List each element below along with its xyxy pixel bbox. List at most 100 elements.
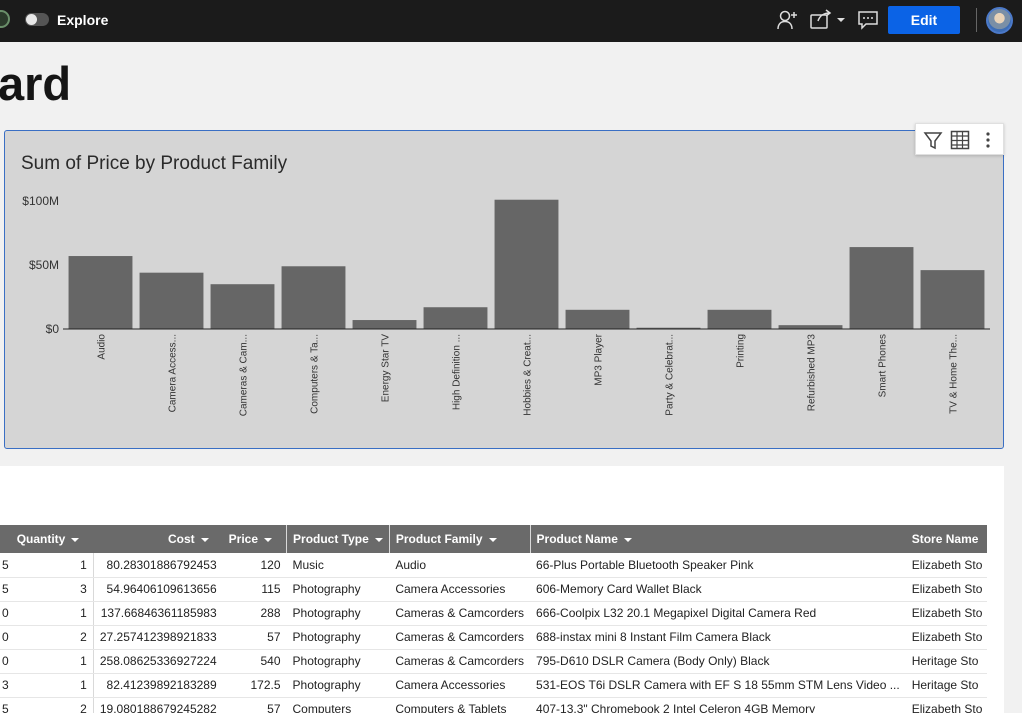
x-tick-label: Camera Access... — [168, 334, 179, 412]
table-cell: 540 — [222, 649, 287, 674]
table-cell: 3 — [0, 673, 11, 698]
column-header-price[interactable]: Price — [222, 525, 287, 553]
table-row[interactable]: 0 1 258.08625336927224 540 Photography Camera… — [0, 649, 987, 674]
more-options-icon[interactable] — [982, 130, 994, 150]
top-bar: Explore Edit — [0, 0, 1022, 42]
sort-caret-icon[interactable] — [623, 537, 632, 542]
table-cell: 688-instax mini 8 Instant Film Camera Bl… — [530, 625, 906, 650]
table-cell: Cameras & Camcorders — [389, 601, 531, 626]
table-cell: 2 — [10, 625, 94, 650]
column-header-store-name[interactable]: Store Name — [905, 525, 987, 553]
x-tick-label: Hobbies & Creat... — [523, 334, 534, 416]
table-view-icon[interactable] — [950, 130, 970, 150]
bar-chart: $0 $50M $100M Audio Camera Access... Cameras … — [22, 194, 990, 416]
table-cell: Photography — [286, 673, 390, 698]
table-row[interactable]: 5 1 80.28301886792453 120 Music Audio 66-Plus … — [0, 553, 987, 578]
bar-4[interactable] — [352, 320, 417, 329]
x-tick-label: TV & Home The... — [949, 334, 960, 414]
column-header-product-type[interactable]: Product Type — [286, 525, 390, 553]
table-cell: 1 — [10, 673, 94, 698]
y-tick-label: $100M — [22, 194, 59, 208]
table-cell: 172.5 — [222, 673, 287, 698]
sort-caret-icon[interactable] — [200, 537, 209, 542]
table-body: 5 1 80.28301886792453 120 Music Audio 66-Plus … — [0, 553, 987, 713]
x-tick-label: Computers & Ta... — [310, 334, 321, 414]
sort-caret-icon[interactable] — [374, 537, 383, 542]
bar-12[interactable] — [920, 270, 985, 329]
table-cell: Computers — [286, 697, 390, 713]
edit-button[interactable]: Edit — [888, 6, 960, 34]
chart-panel[interactable]: Sum of Price by Product Family $0 $50M $10… — [4, 130, 1004, 449]
table-cell: Computers & Tablets — [389, 697, 531, 713]
data-table-container[interactable]: Quantity Cost Price Product Type Product Fam… — [0, 525, 987, 713]
column-header-quantity[interactable]: Quantity — [10, 525, 94, 553]
table-cell: Camera Accessories — [389, 673, 531, 698]
table-row[interactable]: 3 1 82.41239892183289 172.5 Photography Camer… — [0, 673, 987, 698]
table-cell: 1 — [10, 553, 94, 578]
column-header-index[interactable] — [0, 525, 11, 553]
sort-caret-icon[interactable] — [264, 537, 273, 542]
x-tick-label: Cameras & Cam... — [239, 334, 250, 416]
bar-5[interactable] — [423, 307, 488, 329]
x-tick-label: Refurbished MP3 — [807, 334, 818, 412]
table-cell: 258.08625336927224 — [92, 649, 223, 674]
table-cell: 19.080188679245282 — [92, 697, 223, 713]
sort-caret-icon[interactable] — [71, 537, 80, 542]
x-tick-label: Smart Phones — [878, 334, 889, 397]
table-cell: 54.96406109613656 — [92, 577, 223, 602]
column-header-label: Product Type — [293, 532, 369, 546]
table-row[interactable]: 0 1 137.66846361185983 288 Photography Camera… — [0, 601, 987, 626]
bar-10[interactable] — [778, 325, 843, 329]
table-cell: Photography — [286, 625, 390, 650]
table-cell: 0 — [0, 649, 11, 674]
bar-1[interactable] — [139, 272, 204, 329]
table-cell: 57 — [222, 625, 287, 650]
column-header-cost[interactable]: Cost — [93, 525, 223, 553]
bar-3[interactable] — [281, 266, 346, 329]
table-cell: Elizabeth Sto — [905, 625, 987, 650]
bar-2[interactable] — [210, 284, 275, 329]
table-cell: 115 — [222, 577, 287, 602]
table-cell: 120 — [222, 553, 287, 578]
table-cell: Camera Accessories — [389, 577, 531, 602]
table-cell: 5 — [0, 697, 11, 713]
table-cell: Heritage Sto — [905, 649, 987, 674]
bar-0[interactable] — [68, 256, 133, 329]
bar-7[interactable] — [565, 309, 630, 329]
column-header-product-family[interactable]: Product Family — [388, 525, 531, 553]
data-table: Quantity Cost Price Product Type Product Fam… — [0, 525, 987, 713]
bar-11[interactable] — [849, 247, 914, 329]
toggle-knob — [26, 14, 37, 25]
column-header-label: Product Name — [536, 532, 618, 546]
app-logo-icon[interactable] — [0, 10, 10, 28]
table-cell: Photography — [286, 577, 390, 602]
user-avatar[interactable] — [986, 7, 1013, 34]
table-cell: 2 — [10, 697, 94, 713]
explore-label: Explore — [57, 12, 109, 28]
chart-title: Sum of Price by Product Family — [21, 153, 288, 174]
page-title: ard — [0, 57, 72, 110]
table-row[interactable]: 5 2 19.080188679245282 57 Computers Computers… — [0, 697, 987, 713]
table-cell: 0 — [0, 625, 11, 650]
add-user-icon[interactable] — [777, 9, 799, 31]
comment-icon[interactable] — [857, 9, 879, 31]
table-cell: Music — [286, 553, 390, 578]
table-cell: 82.41239892183289 — [92, 673, 223, 698]
table-cell: 5 — [0, 553, 11, 578]
table-row[interactable]: 0 2 27.257412398921833 57 Photography Cameras… — [0, 625, 987, 650]
bar-9[interactable] — [707, 309, 772, 329]
table-row[interactable]: 5 3 54.96406109613656 115 Photography Camera … — [0, 577, 987, 602]
table-cell: 1 — [10, 601, 94, 626]
table-cell: Elizabeth Sto — [905, 601, 987, 626]
bar-8[interactable] — [636, 327, 701, 329]
column-header-label: Quantity — [16, 532, 66, 546]
column-header-product-name[interactable]: Product Name — [529, 525, 906, 553]
share-dropdown-icon[interactable] — [808, 9, 848, 31]
bar-6[interactable] — [494, 199, 559, 329]
table-cell: Elizabeth Sto — [905, 577, 987, 602]
explore-toggle[interactable] — [25, 13, 49, 26]
filter-icon[interactable] — [923, 130, 943, 150]
table-header-row: Quantity Cost Price Product Type Product Fam… — [0, 525, 987, 553]
x-tick-label: Audio — [97, 334, 108, 360]
sort-caret-icon[interactable] — [488, 537, 497, 542]
